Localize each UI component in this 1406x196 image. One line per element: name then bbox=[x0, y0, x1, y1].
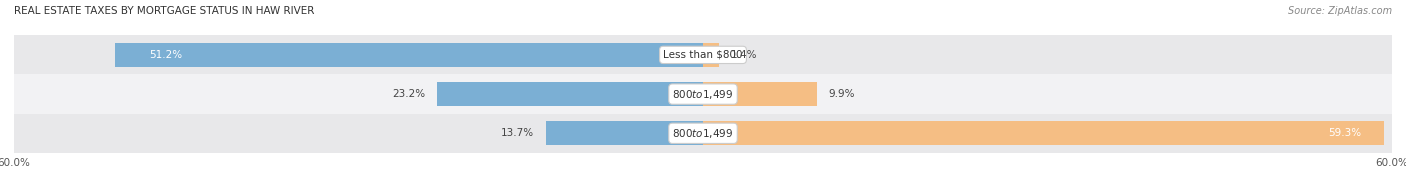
Bar bbox=[14, 114, 1392, 153]
Text: $800 to $1,499: $800 to $1,499 bbox=[672, 127, 734, 140]
Text: 59.3%: 59.3% bbox=[1327, 128, 1361, 138]
Text: Source: ZipAtlas.com: Source: ZipAtlas.com bbox=[1288, 6, 1392, 16]
Bar bbox=[115, 43, 703, 67]
Text: 1.4%: 1.4% bbox=[731, 50, 756, 60]
Text: 51.2%: 51.2% bbox=[149, 50, 183, 60]
Text: $800 to $1,499: $800 to $1,499 bbox=[672, 88, 734, 101]
Text: 23.2%: 23.2% bbox=[392, 89, 425, 99]
Text: 13.7%: 13.7% bbox=[501, 128, 534, 138]
Bar bbox=[546, 121, 703, 145]
Bar bbox=[703, 82, 817, 106]
Legend: Without Mortgage, With Mortgage: Without Mortgage, With Mortgage bbox=[591, 194, 815, 196]
Bar bbox=[437, 82, 703, 106]
Text: REAL ESTATE TAXES BY MORTGAGE STATUS IN HAW RIVER: REAL ESTATE TAXES BY MORTGAGE STATUS IN … bbox=[14, 6, 315, 16]
Text: 9.9%: 9.9% bbox=[828, 89, 855, 99]
Bar bbox=[14, 35, 1392, 74]
Bar bbox=[703, 121, 1384, 145]
Bar bbox=[703, 43, 718, 67]
Text: Less than $800: Less than $800 bbox=[664, 50, 742, 60]
Bar bbox=[14, 74, 1392, 114]
